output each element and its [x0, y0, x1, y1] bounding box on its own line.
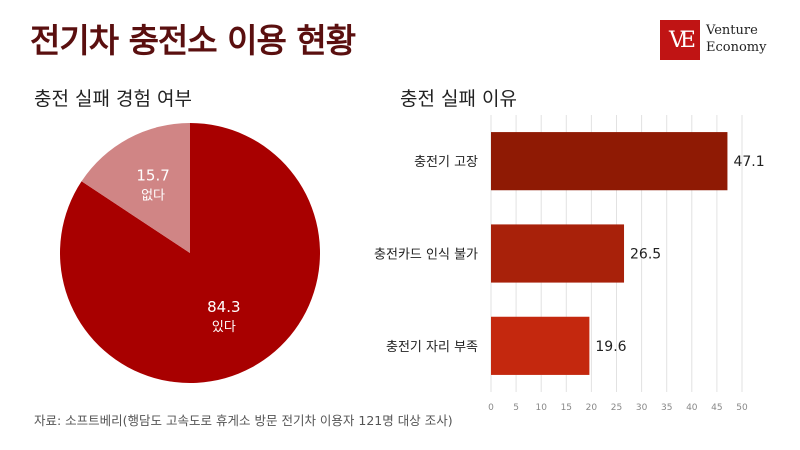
logo-line-2: Economy — [706, 40, 767, 55]
x-tick-label-10: 50 — [736, 403, 748, 413]
x-tick-label-1: 5 — [513, 403, 519, 413]
x-tick-label-3: 15 — [561, 403, 572, 413]
x-tick-label-6: 30 — [636, 403, 648, 413]
bar-value-label-1: 26.5 — [630, 247, 661, 263]
venture-economy-logo: VE Venture Economy — [660, 20, 780, 62]
pie-value-label-1: 15.7 — [136, 166, 169, 184]
logo-text: Venture Economy — [706, 22, 766, 56]
source-note: 자료: 소프트베리(행담도 고속도로 휴게소 방문 전기차 이용자 121명 대… — [34, 413, 453, 428]
bar-chart-title: 충전 실패 이유 — [400, 88, 517, 110]
pie-value-label-0: 84.3 — [207, 298, 240, 316]
x-tick-label-7: 35 — [661, 403, 672, 413]
x-tick-label-5: 25 — [611, 403, 622, 413]
bar-value-label-0: 47.1 — [733, 154, 764, 170]
x-tick-label-8: 40 — [686, 403, 698, 413]
pie-slice-0 — [60, 123, 321, 383]
pie-category-label-1: 없다 — [141, 188, 165, 203]
pie-chart-title: 충전 실패 경험 여부 — [34, 88, 192, 110]
bar-2 — [491, 316, 590, 375]
pie-category-label-0: 있다 — [212, 320, 236, 335]
x-tick-label-4: 20 — [586, 403, 598, 413]
x-tick-label-0: 0 — [488, 403, 494, 413]
bar-category-label-2: 충전기 자리 부족 — [386, 340, 478, 355]
bar-1 — [491, 224, 625, 283]
x-tick-label-9: 45 — [711, 403, 722, 413]
bar-category-label-1: 충전카드 인식 불가 — [374, 248, 478, 263]
logo-line-1: Venture — [706, 23, 758, 38]
pie-slice-1 — [81, 123, 190, 253]
page-title: 전기차 충전소 이용 현황 — [30, 21, 356, 60]
logo-mark: VE — [660, 20, 700, 60]
bar-value-label-2: 19.6 — [595, 339, 626, 355]
x-tick-label-2: 10 — [535, 403, 547, 413]
bar-0 — [491, 132, 728, 191]
bar-category-label-0: 충전기 고장 — [414, 155, 478, 170]
